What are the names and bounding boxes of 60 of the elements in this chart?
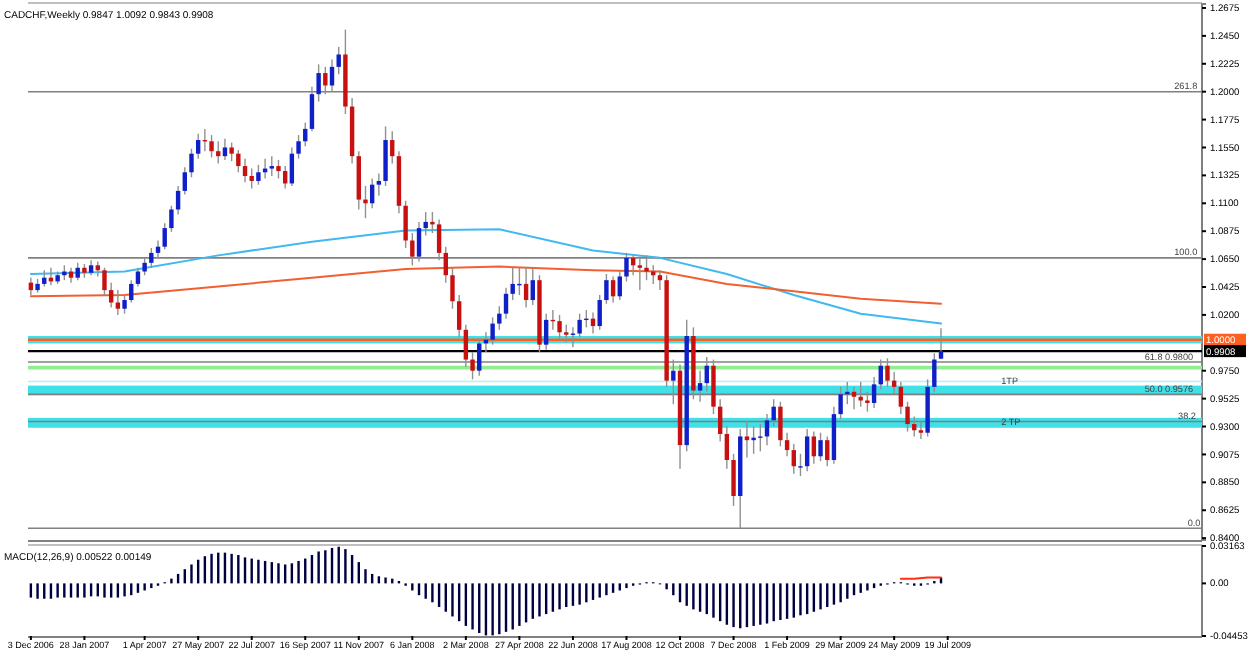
candlestick [811,430,817,465]
candlestick [825,435,830,467]
line-series [29,265,942,305]
candlestick [751,425,756,455]
candlestick [436,218,442,262]
candlestick [744,420,750,459]
candlestick [269,155,274,177]
candlestick [530,267,535,306]
candlestick [242,157,248,183]
candlestick [925,378,930,438]
candlestick [416,221,422,263]
candlestick [858,381,863,408]
candlestick [410,232,415,266]
candlestick [697,370,703,403]
candlestick [604,273,609,305]
candlestick [356,150,361,211]
candlestick [624,252,629,283]
candlestick [209,134,214,159]
candlestick [336,46,341,76]
candlestick [523,267,529,309]
candlestick [932,352,937,393]
candlestick [363,185,368,219]
candlestick [443,246,448,284]
candlestick [256,164,261,186]
candlestick [543,312,549,351]
candlestick [129,279,134,304]
candlestick [938,327,944,360]
candlestick [503,286,509,320]
candlestick [276,159,281,180]
candlestick [149,247,154,269]
candlestick [463,324,469,368]
candlestick [804,428,810,472]
candlestick [557,314,562,341]
candlestick [885,357,890,388]
candlestick [122,294,127,315]
candlestick [477,337,482,377]
candlestick [229,141,234,162]
candlestick [222,138,228,161]
candlestick [249,167,254,190]
candlestick [845,381,850,405]
candlestick [510,267,515,301]
candlestick [637,255,643,291]
candlestick [216,140,221,165]
candlestick [871,376,877,409]
candlestick [610,275,616,304]
candlestick [918,420,924,440]
candlestick [597,294,602,331]
candlestick [490,316,495,346]
candlestick [323,66,328,95]
candlestick [865,391,870,413]
candlestick [182,166,187,196]
candlestick [162,222,167,250]
candlestick [390,130,395,165]
candlestick [851,386,857,410]
candlestick [778,401,783,448]
candlestick [791,443,796,475]
candlestick [764,413,770,446]
candlestick [617,269,622,301]
candlestick [818,432,823,462]
candlestick [671,358,676,405]
